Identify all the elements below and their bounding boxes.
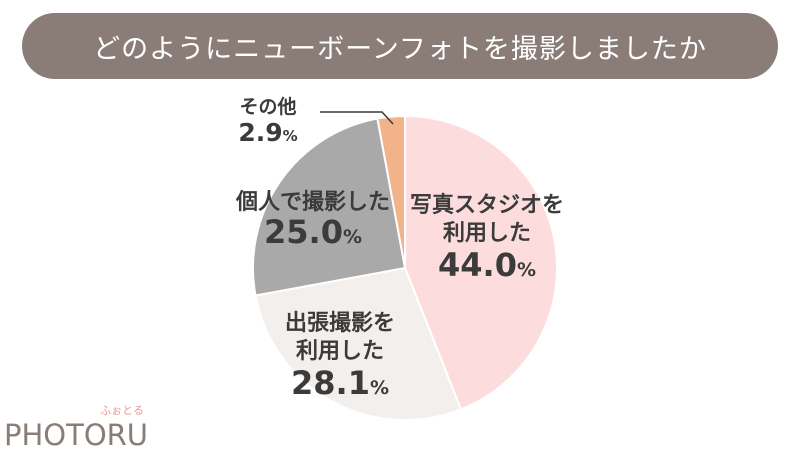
chart-title: どのようにニューボーンフォトを撮影しましたか xyxy=(93,33,707,65)
slice-value-outcall: 28.1% xyxy=(291,364,389,402)
pie-slice-other xyxy=(376,114,406,269)
pie-slices xyxy=(252,114,558,421)
photoru-logo: ふぉとる PHOTORU xyxy=(4,402,154,452)
slice-value-other: 2.9% xyxy=(238,118,297,147)
leader-line-other xyxy=(320,111,394,125)
slice-value-personal: 25.0% xyxy=(264,213,362,251)
slice-value-studio: 44.0% xyxy=(438,246,536,284)
slice-label-outcall: 出張撮影を利用した xyxy=(285,310,395,364)
logo-kana: ふぉとる xyxy=(100,404,144,417)
pie-slice-outcall xyxy=(254,266,463,421)
pie-slice-personal xyxy=(252,117,407,297)
title-bar: どのようにニューボーンフォトを撮影しましたか xyxy=(22,13,778,79)
slice-label-studio: 写真スタジオを利用した xyxy=(410,192,564,246)
logo-text: PHOTORU xyxy=(4,418,149,452)
pie-slice-studio xyxy=(404,114,558,411)
slice-label-other: その他 xyxy=(239,95,296,118)
slice-label-personal: 個人で撮影した xyxy=(235,189,390,215)
